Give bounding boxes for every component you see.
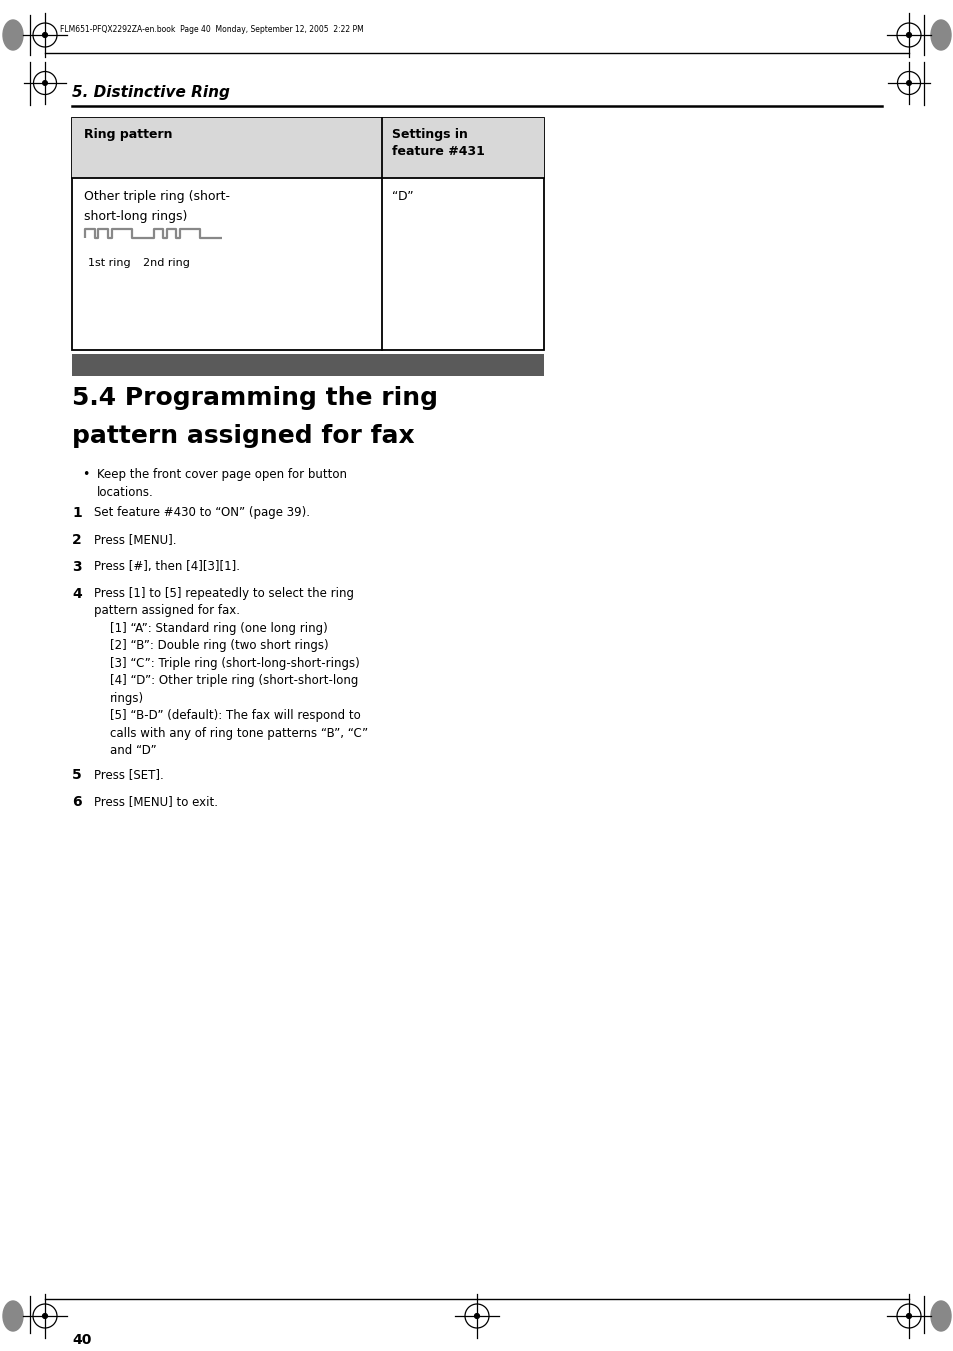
Text: Press [#], then [4][3][1].: Press [#], then [4][3][1]. [94,561,240,573]
Text: “D”: “D” [392,190,414,203]
Text: Settings in
feature #431: Settings in feature #431 [392,128,484,158]
Text: 40: 40 [71,1333,91,1347]
Text: 1: 1 [71,507,82,520]
Text: [2] “B”: Double ring (two short rings): [2] “B”: Double ring (two short rings) [110,639,328,653]
Text: Press [SET].: Press [SET]. [94,767,164,781]
Circle shape [474,1313,479,1319]
Circle shape [905,32,910,38]
Text: 2nd ring: 2nd ring [143,258,190,267]
Ellipse shape [3,20,23,50]
Text: Press [MENU].: Press [MENU]. [94,534,176,546]
Text: •: • [82,467,90,481]
Ellipse shape [3,1301,23,1331]
Text: locations.: locations. [97,485,153,499]
Text: 2: 2 [71,534,82,547]
Circle shape [905,81,910,85]
Bar [71,354,543,376]
Circle shape [43,81,48,85]
Text: [5] “B-D” (default): The fax will respond to: [5] “B-D” (default): The fax will respon… [110,709,360,723]
Circle shape [905,1313,910,1319]
Text: calls with any of ring tone patterns “B”, “C”: calls with any of ring tone patterns “B”… [110,727,368,740]
Ellipse shape [930,20,950,50]
Text: 4: 4 [71,586,82,601]
Text: 1st ring: 1st ring [88,258,131,267]
Text: 5.4 Programming the ring: 5.4 Programming the ring [71,386,437,409]
Circle shape [43,1313,48,1319]
Text: FLM651-PFQX2292ZA-en.book  Page 40  Monday, September 12, 2005  2:22 PM: FLM651-PFQX2292ZA-en.book Page 40 Monday… [60,26,363,35]
Text: rings): rings) [110,692,144,705]
Text: 3: 3 [71,561,82,574]
Text: pattern assigned for fax: pattern assigned for fax [71,424,415,449]
Text: 6: 6 [71,794,82,809]
Bar [71,118,543,350]
Text: Press [1] to [5] repeatedly to select the ring: Press [1] to [5] repeatedly to select th… [94,586,354,600]
Text: pattern assigned for fax.: pattern assigned for fax. [94,604,240,617]
Text: Ring pattern: Ring pattern [84,128,172,141]
Text: Set feature #430 to “ON” (page 39).: Set feature #430 to “ON” (page 39). [94,507,310,519]
Text: and “D”: and “D” [110,744,156,758]
Ellipse shape [930,1301,950,1331]
Text: Press [MENU] to exit.: Press [MENU] to exit. [94,794,218,808]
Text: Other triple ring (short-: Other triple ring (short- [84,190,230,203]
Bar [71,118,543,178]
Text: Keep the front cover page open for button: Keep the front cover page open for butto… [97,467,347,481]
Text: 5: 5 [71,767,82,782]
Text: [3] “C”: Triple ring (short-long-short-rings): [3] “C”: Triple ring (short-long-short-r… [110,657,359,670]
Text: short-long rings): short-long rings) [84,209,187,223]
Text: [4] “D”: Other triple ring (short-short-long: [4] “D”: Other triple ring (short-short-… [110,674,358,688]
Circle shape [43,32,48,38]
Text: 5. Distinctive Ring: 5. Distinctive Ring [71,85,230,100]
Text: [1] “A”: Standard ring (one long ring): [1] “A”: Standard ring (one long ring) [110,621,328,635]
